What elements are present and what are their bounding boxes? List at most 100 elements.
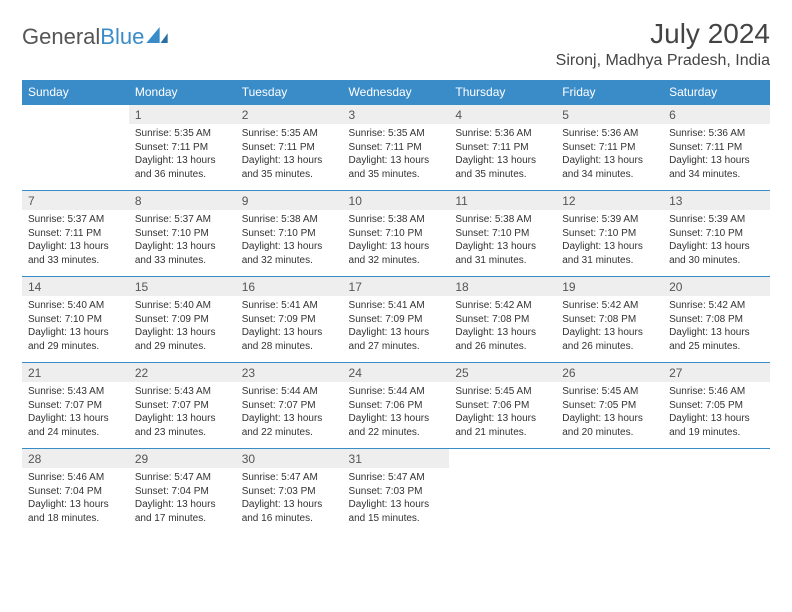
day-cell [556,449,663,535]
day-number: 13 [663,191,770,210]
day-number: 7 [22,191,129,210]
week-row: 1Sunrise: 5:35 AMSunset: 7:11 PMDaylight… [22,105,770,191]
day-number: 30 [236,449,343,468]
day-cell: 23Sunrise: 5:44 AMSunset: 7:07 PMDayligh… [236,363,343,449]
day-cell: 8Sunrise: 5:37 AMSunset: 7:10 PMDaylight… [129,191,236,277]
day-details: Sunrise: 5:47 AMSunset: 7:04 PMDaylight:… [129,468,236,530]
day-number: 3 [343,105,450,124]
day-details: Sunrise: 5:36 AMSunset: 7:11 PMDaylight:… [449,124,556,186]
day-cell [663,449,770,535]
day-number: 24 [343,363,450,382]
day-details: Sunrise: 5:38 AMSunset: 7:10 PMDaylight:… [343,210,450,272]
day-details: Sunrise: 5:35 AMSunset: 7:11 PMDaylight:… [129,124,236,186]
day-cell: 18Sunrise: 5:42 AMSunset: 7:08 PMDayligh… [449,277,556,363]
day-number: 10 [343,191,450,210]
day-details: Sunrise: 5:41 AMSunset: 7:09 PMDaylight:… [343,296,450,358]
day-cell: 15Sunrise: 5:40 AMSunset: 7:09 PMDayligh… [129,277,236,363]
day-cell: 19Sunrise: 5:42 AMSunset: 7:08 PMDayligh… [556,277,663,363]
day-number: 16 [236,277,343,296]
day-details: Sunrise: 5:44 AMSunset: 7:07 PMDaylight:… [236,382,343,444]
day-cell: 13Sunrise: 5:39 AMSunset: 7:10 PMDayligh… [663,191,770,277]
day-details: Sunrise: 5:47 AMSunset: 7:03 PMDaylight:… [236,468,343,530]
day-details: Sunrise: 5:39 AMSunset: 7:10 PMDaylight:… [663,210,770,272]
day-details: Sunrise: 5:42 AMSunset: 7:08 PMDaylight:… [556,296,663,358]
week-row: 28Sunrise: 5:46 AMSunset: 7:04 PMDayligh… [22,449,770,535]
week-row: 7Sunrise: 5:37 AMSunset: 7:11 PMDaylight… [22,191,770,277]
day-number: 19 [556,277,663,296]
day-cell: 2Sunrise: 5:35 AMSunset: 7:11 PMDaylight… [236,105,343,191]
day-cell: 31Sunrise: 5:47 AMSunset: 7:03 PMDayligh… [343,449,450,535]
day-cell: 30Sunrise: 5:47 AMSunset: 7:03 PMDayligh… [236,449,343,535]
day-details: Sunrise: 5:45 AMSunset: 7:05 PMDaylight:… [556,382,663,444]
day-number: 15 [129,277,236,296]
day-number: 6 [663,105,770,124]
title-block: July 2024 Sironj, Madhya Pradesh, India [556,18,770,70]
day-number: 20 [663,277,770,296]
day-details: Sunrise: 5:46 AMSunset: 7:05 PMDaylight:… [663,382,770,444]
weekday-header: Tuesday [236,80,343,105]
weekday-header: Saturday [663,80,770,105]
day-details: Sunrise: 5:45 AMSunset: 7:06 PMDaylight:… [449,382,556,444]
day-number: 4 [449,105,556,124]
day-details: Sunrise: 5:40 AMSunset: 7:10 PMDaylight:… [22,296,129,358]
day-details: Sunrise: 5:47 AMSunset: 7:03 PMDaylight:… [343,468,450,530]
calendar-table: SundayMondayTuesdayWednesdayThursdayFrid… [22,80,770,535]
day-cell: 12Sunrise: 5:39 AMSunset: 7:10 PMDayligh… [556,191,663,277]
day-cell [22,105,129,191]
day-cell [449,449,556,535]
day-cell: 26Sunrise: 5:45 AMSunset: 7:05 PMDayligh… [556,363,663,449]
weekday-header: Wednesday [343,80,450,105]
day-details: Sunrise: 5:40 AMSunset: 7:09 PMDaylight:… [129,296,236,358]
day-details: Sunrise: 5:42 AMSunset: 7:08 PMDaylight:… [449,296,556,358]
day-number: 2 [236,105,343,124]
day-number: 31 [343,449,450,468]
day-details: Sunrise: 5:41 AMSunset: 7:09 PMDaylight:… [236,296,343,358]
week-row: 14Sunrise: 5:40 AMSunset: 7:10 PMDayligh… [22,277,770,363]
weekday-header: Friday [556,80,663,105]
day-number: 1 [129,105,236,124]
day-details: Sunrise: 5:37 AMSunset: 7:10 PMDaylight:… [129,210,236,272]
day-details: Sunrise: 5:36 AMSunset: 7:11 PMDaylight:… [663,124,770,186]
day-cell: 10Sunrise: 5:38 AMSunset: 7:10 PMDayligh… [343,191,450,277]
day-details: Sunrise: 5:36 AMSunset: 7:11 PMDaylight:… [556,124,663,186]
weekday-header: Monday [129,80,236,105]
day-cell: 3Sunrise: 5:35 AMSunset: 7:11 PMDaylight… [343,105,450,191]
day-cell: 5Sunrise: 5:36 AMSunset: 7:11 PMDaylight… [556,105,663,191]
day-details: Sunrise: 5:44 AMSunset: 7:06 PMDaylight:… [343,382,450,444]
day-number: 23 [236,363,343,382]
day-number: 11 [449,191,556,210]
day-cell: 6Sunrise: 5:36 AMSunset: 7:11 PMDaylight… [663,105,770,191]
day-number: 18 [449,277,556,296]
day-cell: 29Sunrise: 5:47 AMSunset: 7:04 PMDayligh… [129,449,236,535]
day-details: Sunrise: 5:43 AMSunset: 7:07 PMDaylight:… [129,382,236,444]
day-cell: 14Sunrise: 5:40 AMSunset: 7:10 PMDayligh… [22,277,129,363]
calendar-body: 1Sunrise: 5:35 AMSunset: 7:11 PMDaylight… [22,105,770,535]
week-row: 21Sunrise: 5:43 AMSunset: 7:07 PMDayligh… [22,363,770,449]
day-number: 29 [129,449,236,468]
logo-text-general: General [22,24,100,50]
day-cell: 9Sunrise: 5:38 AMSunset: 7:10 PMDaylight… [236,191,343,277]
day-cell: 7Sunrise: 5:37 AMSunset: 7:11 PMDaylight… [22,191,129,277]
day-details: Sunrise: 5:35 AMSunset: 7:11 PMDaylight:… [343,124,450,186]
day-number: 28 [22,449,129,468]
day-details: Sunrise: 5:42 AMSunset: 7:08 PMDaylight:… [663,296,770,358]
logo-sail-icon [146,27,168,43]
month-title: July 2024 [556,18,770,50]
weekday-header: Thursday [449,80,556,105]
day-number: 25 [449,363,556,382]
day-details: Sunrise: 5:35 AMSunset: 7:11 PMDaylight:… [236,124,343,186]
day-cell: 27Sunrise: 5:46 AMSunset: 7:05 PMDayligh… [663,363,770,449]
day-cell: 11Sunrise: 5:38 AMSunset: 7:10 PMDayligh… [449,191,556,277]
page-header: GeneralBlue July 2024 Sironj, Madhya Pra… [22,18,770,70]
day-cell: 16Sunrise: 5:41 AMSunset: 7:09 PMDayligh… [236,277,343,363]
day-number: 27 [663,363,770,382]
day-cell: 25Sunrise: 5:45 AMSunset: 7:06 PMDayligh… [449,363,556,449]
day-cell: 22Sunrise: 5:43 AMSunset: 7:07 PMDayligh… [129,363,236,449]
day-details: Sunrise: 5:39 AMSunset: 7:10 PMDaylight:… [556,210,663,272]
day-cell: 20Sunrise: 5:42 AMSunset: 7:08 PMDayligh… [663,277,770,363]
day-number: 5 [556,105,663,124]
location-line: Sironj, Madhya Pradesh, India [556,52,770,70]
day-number: 26 [556,363,663,382]
day-number: 21 [22,363,129,382]
weekday-header-row: SundayMondayTuesdayWednesdayThursdayFrid… [22,80,770,105]
